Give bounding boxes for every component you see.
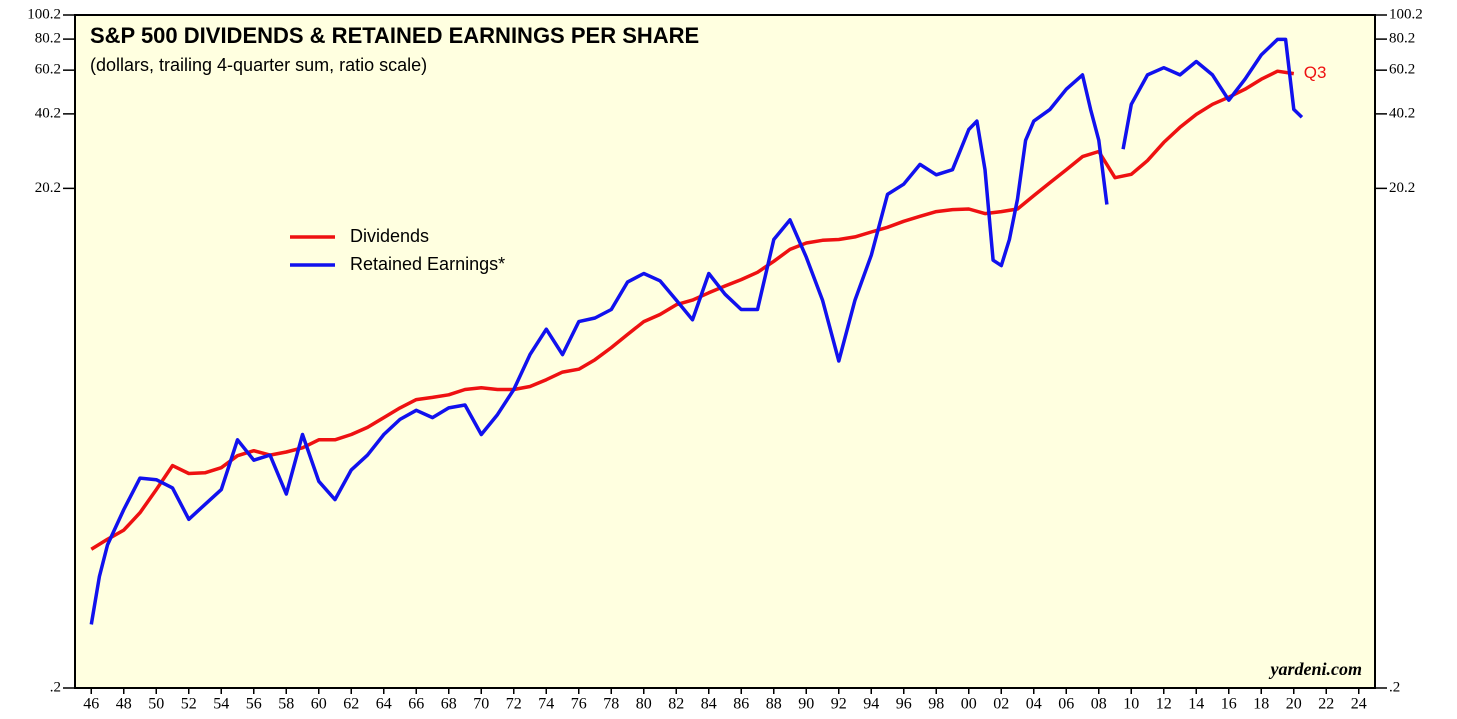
x-tick-label: 10: [1123, 696, 1139, 713]
annotation: Q3: [1304, 63, 1327, 82]
x-tick-label: 86: [733, 696, 749, 713]
x-tick-label: 76: [571, 696, 587, 713]
y-tick-label: 40.2: [35, 105, 61, 121]
x-tick-label: 92: [831, 696, 847, 713]
plot-area: [74, 14, 1376, 689]
x-tick-label: 96: [896, 696, 912, 713]
y-tick-label: 100.2: [27, 6, 61, 22]
x-tick-label: 72: [506, 696, 522, 713]
x-tick-label: 00: [961, 696, 977, 713]
y2-tick-label: 40.2: [1389, 105, 1415, 121]
x-tick-label: 84: [701, 696, 717, 713]
x-tick-label: 90: [798, 696, 814, 713]
x-tick-label: 78: [603, 696, 619, 713]
y-tick-label: 20.2: [35, 180, 61, 196]
x-tick-label: 06: [1058, 696, 1074, 713]
y2-tick-label: 80.2: [1389, 31, 1415, 47]
x-tick-label: 74: [538, 696, 554, 713]
x-tick-label: 20: [1286, 696, 1302, 713]
legend-label: Dividends: [350, 226, 429, 246]
series-line: [90, 69, 1295, 551]
x-tick-label: 22: [1318, 696, 1334, 713]
x-tick-label: 64: [376, 696, 392, 713]
y2-tick-label: 100.2: [1389, 6, 1423, 22]
x-tick-label: 24: [1351, 696, 1367, 713]
x-tick-label: 82: [668, 696, 684, 713]
y2-tick-label: 20.2: [1389, 180, 1415, 196]
chart-title: S&P 500 DIVIDENDS & RETAINED EARNINGS PE…: [90, 23, 699, 48]
x-tick-label: 04: [1026, 696, 1042, 713]
x-tick-label: 52: [181, 696, 197, 713]
y2-tick-label: 60.2: [1389, 62, 1415, 78]
x-tick-label: 54: [213, 696, 229, 713]
x-tick-label: 18: [1253, 696, 1269, 713]
x-tick-label: 80: [636, 696, 652, 713]
x-tick-label: 08: [1091, 696, 1107, 713]
x-tick-label: 62: [343, 696, 359, 713]
x-tick-label: 60: [311, 696, 327, 713]
series-line: [1121, 37, 1304, 150]
x-tick-label: 16: [1221, 696, 1237, 713]
x-tick-label: 50: [148, 696, 164, 713]
legend-label: Retained Earnings*: [350, 254, 505, 274]
x-tick-label: 68: [441, 696, 457, 713]
x-tick-label: 66: [408, 696, 424, 713]
watermark: yardeni.com: [1269, 659, 1363, 679]
x-tick-label: 70: [473, 696, 489, 713]
x-tick-label: 46: [83, 696, 99, 713]
y-tick-label: 60.2: [35, 62, 61, 78]
y2-tick-label: .2: [1389, 679, 1400, 695]
y-tick-label: .2: [50, 679, 61, 695]
x-tick-label: 48: [116, 696, 132, 713]
chart-subtitle: (dollars, trailing 4-quarter sum, ratio …: [90, 55, 427, 75]
x-tick-label: 94: [863, 696, 879, 713]
x-tick-label: 58: [278, 696, 294, 713]
x-tick-label: 14: [1188, 696, 1204, 713]
x-tick-label: 56: [246, 696, 262, 713]
x-tick-label: 02: [993, 696, 1009, 713]
x-tick-label: 88: [766, 696, 782, 713]
y-tick-label: 80.2: [35, 31, 61, 47]
x-tick-label: 12: [1156, 696, 1172, 713]
x-tick-label: 98: [928, 696, 944, 713]
series-line: [89, 73, 1109, 625]
